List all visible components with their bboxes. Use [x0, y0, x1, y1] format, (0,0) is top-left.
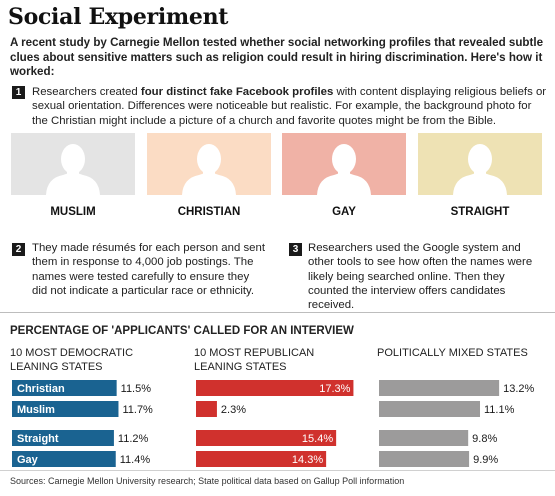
- data-label: 17.3%: [319, 383, 350, 395]
- panel-heading-democratic: 10 MOST DEMOCRATIC LEANING STATES: [10, 347, 134, 373]
- source-note: Sources: Carnegie Mellon University rese…: [10, 476, 405, 486]
- page-title: Social Experiment: [8, 4, 229, 30]
- step-3-text: Researchers used the Google system and o…: [308, 242, 533, 312]
- data-label: 11.5%: [121, 383, 152, 395]
- bar-mixed-straight: [379, 430, 469, 446]
- bar-republican-straight: [196, 430, 337, 446]
- panel-heading-mixed: POLITICALLY MIXED STATES: [377, 347, 528, 359]
- profile-label-gay: GAY: [282, 195, 406, 229]
- bar-democratic-muslim: [12, 401, 119, 417]
- profile-card-christian: CHRISTIAN: [147, 133, 271, 229]
- data-label: 9.9%: [473, 454, 498, 466]
- data-label: 11.2%: [118, 433, 149, 445]
- profile-label-muslim: MUSLIM: [11, 195, 135, 229]
- profile-card-straight: STRAIGHT: [418, 133, 542, 229]
- data-label: 11.1%: [484, 404, 515, 416]
- step-1-text: Researchers created four distinct fake F…: [32, 86, 547, 127]
- bar-republican-muslim: [196, 401, 217, 417]
- category-label: Christian: [17, 383, 65, 395]
- profile-silhouette-icon: [453, 144, 507, 195]
- section-divider: [0, 312, 555, 313]
- bar-republican-christian: [196, 380, 354, 396]
- step-3-number: 3: [289, 243, 302, 256]
- chart-title: PERCENTAGE OF 'APPLICANTS' CALLED FOR AN…: [10, 325, 354, 337]
- category-label: Gay: [17, 454, 39, 466]
- category-label: Straight: [17, 433, 59, 445]
- step-2-text: They made résumés for each person and se…: [32, 242, 266, 297]
- profile-label-straight: STRAIGHT: [418, 195, 542, 229]
- bar-mixed-muslim: [379, 401, 481, 417]
- bar-mixed-christian: [379, 380, 500, 396]
- data-label: 9.8%: [472, 433, 497, 445]
- source-divider: [0, 470, 555, 471]
- data-label: 14.3%: [292, 454, 323, 466]
- bar-democratic-christian: [12, 380, 117, 396]
- bar-democratic-gay: [12, 451, 116, 467]
- bar-republican-gay: [196, 451, 327, 467]
- panel-heading-republican: 10 MOST REPUBLICAN LEANING STATES: [194, 347, 315, 373]
- profile-silhouette-icon: [317, 144, 371, 195]
- data-label: 13.2%: [503, 383, 534, 395]
- bar-democratic-straight: [12, 430, 114, 446]
- profile-card-muslim: MUSLIM: [11, 133, 135, 229]
- step-2-number: 2: [12, 243, 25, 256]
- data-label: 11.7%: [122, 404, 153, 416]
- profile-card-gay: GAY: [282, 133, 406, 229]
- category-label: Muslim: [17, 404, 55, 416]
- data-label: 15.4%: [302, 433, 333, 445]
- profile-silhouette-icon: [182, 144, 236, 195]
- bar-mixed-gay: [379, 451, 470, 467]
- intro-text: A recent study by Carnegie Mellon tested…: [10, 36, 544, 78]
- data-label: 11.4%: [120, 454, 151, 466]
- step-1-highlight: four distinct fake Facebook profiles: [140, 86, 334, 98]
- step-1-number: 1: [12, 86, 25, 99]
- profile-label-christian: CHRISTIAN: [147, 195, 271, 229]
- profile-silhouette-icon: [46, 144, 100, 195]
- data-label: 2.3%: [221, 404, 246, 416]
